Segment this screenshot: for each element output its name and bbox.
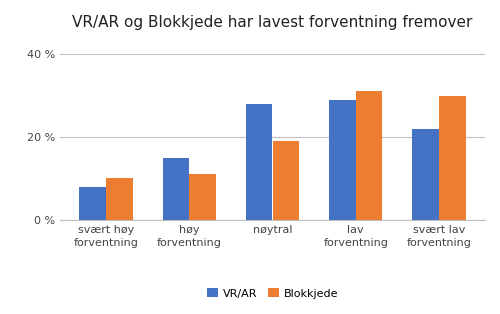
Bar bbox=[329, 100, 356, 220]
Bar bbox=[439, 96, 466, 220]
Bar bbox=[356, 91, 382, 220]
Bar bbox=[246, 104, 272, 220]
Bar bbox=[272, 141, 299, 220]
Title: VR/AR og Blokkjede har lavest forventning fremover: VR/AR og Blokkjede har lavest forventnin… bbox=[72, 14, 472, 30]
Legend: VR/AR, Blokkjede: VR/AR, Blokkjede bbox=[202, 284, 342, 303]
Bar bbox=[162, 158, 189, 220]
Bar bbox=[106, 178, 132, 220]
Bar bbox=[80, 187, 106, 220]
Bar bbox=[412, 129, 439, 220]
Bar bbox=[189, 174, 216, 220]
